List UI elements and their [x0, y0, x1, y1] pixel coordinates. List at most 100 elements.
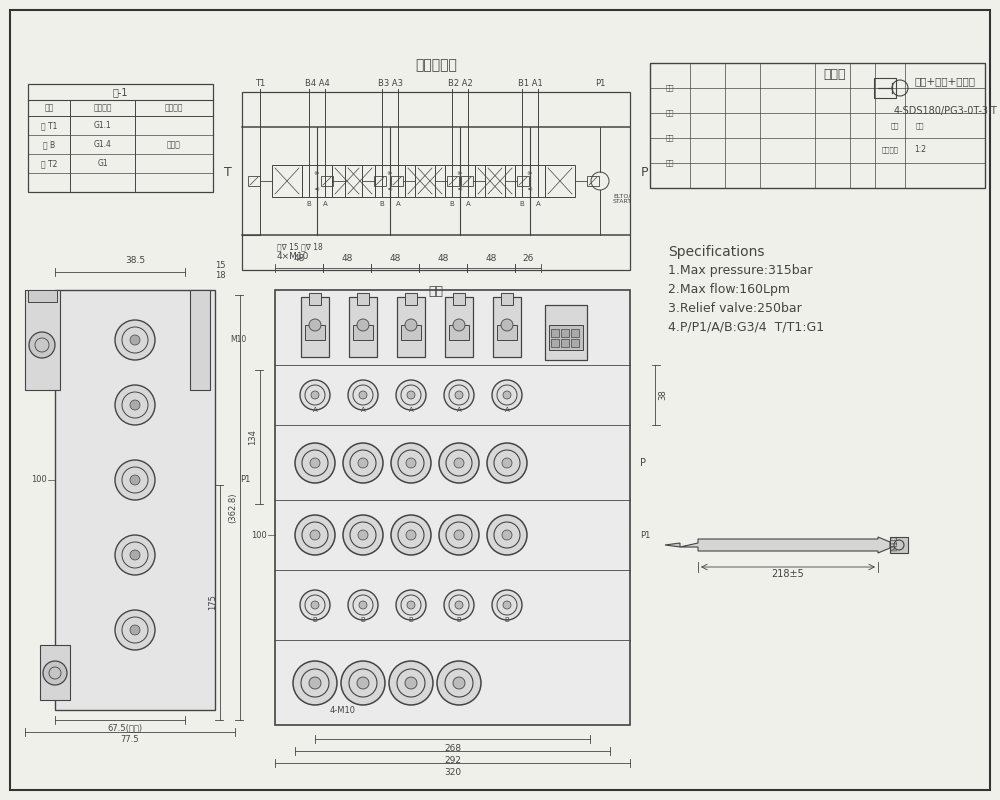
Text: 串联: 串联 — [428, 285, 444, 298]
Bar — [357, 293, 369, 305]
Bar — [571, 329, 579, 337]
Text: 134: 134 — [248, 429, 257, 445]
Text: B: B — [307, 201, 311, 207]
Text: 48: 48 — [485, 254, 497, 263]
Text: 15: 15 — [215, 261, 225, 270]
Text: 管道管径: 管道管径 — [93, 103, 112, 113]
Text: 48: 48 — [293, 254, 305, 263]
Text: A: A — [313, 407, 317, 413]
Bar — [549, 325, 583, 350]
Bar — [248, 176, 260, 186]
Circle shape — [130, 335, 140, 345]
Circle shape — [295, 443, 335, 483]
Text: B1 A1: B1 A1 — [518, 79, 542, 88]
Circle shape — [503, 391, 511, 399]
Text: T1: T1 — [255, 79, 265, 88]
Bar — [40, 645, 70, 700]
Bar — [587, 176, 599, 186]
Text: A: A — [396, 201, 400, 207]
Circle shape — [358, 458, 368, 468]
Text: B: B — [457, 617, 461, 623]
Text: 内外外: 内外外 — [167, 140, 181, 149]
Bar — [571, 339, 579, 347]
Text: 四联+单联+双触点: 四联+单联+双触点 — [914, 76, 976, 86]
Circle shape — [487, 443, 527, 483]
Circle shape — [487, 515, 527, 555]
Text: 4-M10: 4-M10 — [330, 706, 356, 715]
Bar — [447, 176, 459, 186]
Bar — [242, 92, 630, 270]
Bar — [397, 297, 425, 357]
Bar — [551, 339, 559, 347]
Text: 18: 18 — [215, 271, 225, 280]
Bar — [374, 176, 386, 186]
Text: A: A — [457, 407, 461, 413]
Circle shape — [115, 320, 155, 360]
Text: ELTO/
START: ELTO/ START — [612, 194, 632, 204]
Circle shape — [389, 661, 433, 705]
Text: 320: 320 — [444, 768, 461, 777]
Text: 175: 175 — [208, 594, 217, 610]
Text: 1:2: 1:2 — [914, 146, 926, 154]
Bar — [332, 165, 362, 197]
Bar — [272, 165, 302, 197]
Circle shape — [359, 391, 367, 399]
Circle shape — [310, 458, 320, 468]
Circle shape — [130, 625, 140, 635]
Bar — [545, 305, 587, 360]
Text: 38.5: 38.5 — [125, 256, 145, 265]
Text: 外形图: 外形图 — [824, 69, 846, 82]
Bar — [415, 165, 445, 197]
Bar — [55, 290, 215, 710]
Circle shape — [391, 515, 431, 555]
Circle shape — [29, 332, 55, 358]
Text: G1.1: G1.1 — [94, 121, 111, 130]
Text: P: P — [640, 458, 646, 468]
Circle shape — [310, 530, 320, 540]
Circle shape — [503, 601, 511, 609]
Bar — [497, 325, 517, 340]
Text: T: T — [224, 166, 232, 178]
Text: 比例: 比例 — [916, 122, 924, 130]
Text: 292: 292 — [444, 756, 461, 765]
Bar — [353, 325, 373, 340]
Circle shape — [130, 400, 140, 410]
Text: A: A — [466, 201, 470, 207]
Text: 2.Max flow:160Lpm: 2.Max flow:160Lpm — [668, 283, 790, 296]
Text: 67.5(轴距): 67.5(轴距) — [107, 723, 143, 732]
Text: 100: 100 — [31, 475, 47, 485]
Circle shape — [115, 460, 155, 500]
Text: 48: 48 — [437, 254, 449, 263]
Text: Specifications: Specifications — [668, 245, 765, 259]
Bar — [453, 293, 465, 305]
Circle shape — [309, 319, 321, 331]
Text: 4×M10: 4×M10 — [277, 252, 309, 261]
Circle shape — [407, 391, 415, 399]
Text: B: B — [380, 201, 384, 207]
Circle shape — [454, 530, 464, 540]
Text: 268: 268 — [444, 744, 461, 753]
Text: 26: 26 — [522, 254, 534, 263]
Text: B: B — [313, 617, 317, 623]
Text: M10: M10 — [890, 535, 899, 551]
Circle shape — [439, 443, 479, 483]
Bar — [445, 297, 473, 357]
Circle shape — [455, 391, 463, 399]
Circle shape — [309, 677, 321, 689]
Text: 入 B: 入 B — [43, 140, 55, 149]
Text: 48: 48 — [341, 254, 353, 263]
Bar — [302, 165, 332, 197]
Circle shape — [407, 601, 415, 609]
Text: A: A — [361, 407, 365, 413]
Circle shape — [502, 530, 512, 540]
Circle shape — [357, 319, 369, 331]
Bar — [890, 537, 908, 553]
Text: A: A — [323, 201, 327, 207]
Bar — [405, 293, 417, 305]
Text: 深∇ 15 台∇ 18: 深∇ 15 台∇ 18 — [277, 242, 323, 251]
Circle shape — [358, 530, 368, 540]
Circle shape — [501, 319, 513, 331]
Circle shape — [293, 661, 337, 705]
Bar — [515, 165, 545, 197]
Circle shape — [455, 601, 463, 609]
